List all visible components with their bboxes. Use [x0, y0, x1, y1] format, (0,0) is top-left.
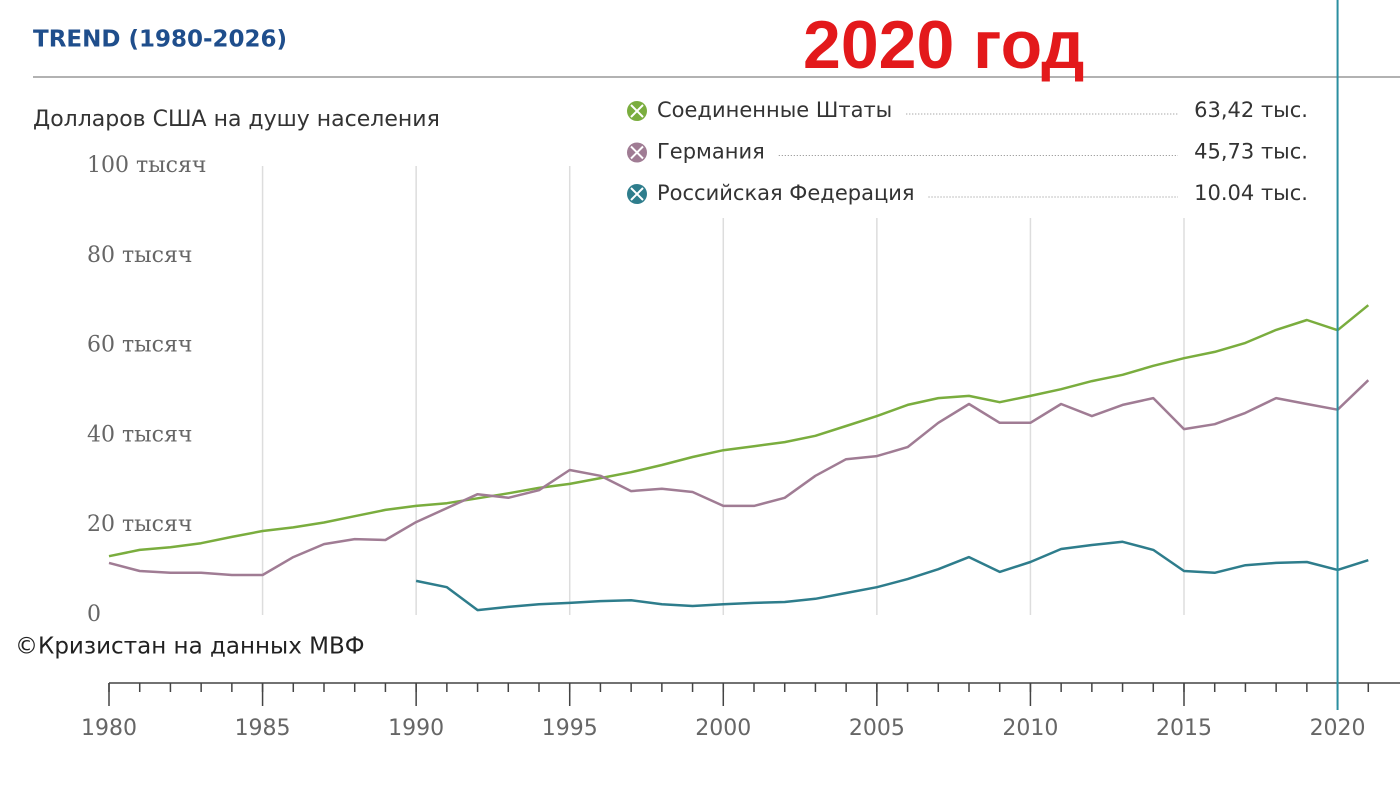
x-tick-label: 1980 [81, 716, 137, 741]
x-tick-label: 2000 [695, 716, 751, 741]
y-tick-label: 40 тысяч [87, 422, 192, 447]
annotation: 2020 год [803, 7, 1084, 83]
x-tick-label: 2015 [1156, 716, 1212, 741]
y-tick-label: 80 тысяч [87, 243, 192, 268]
y-tick-label: 0 [87, 602, 101, 627]
series-line [108, 379, 1370, 577]
legend-label: Российская Федерация [657, 181, 915, 205]
legend-cross [630, 187, 644, 201]
legend-value: 63,42 тыс. [1194, 98, 1308, 122]
x-tick-label: 2010 [1002, 716, 1058, 741]
legend-cross [630, 104, 644, 118]
x-tick-label: 2005 [849, 716, 905, 741]
legend-background [615, 88, 1335, 218]
y-tick-label: 100 тысяч [87, 153, 206, 178]
legend: Соединенные Штаты 63,42 тыс. Германия 45,73… [615, 88, 1335, 218]
source: ©Кризистан на данных МВФ [15, 634, 365, 660]
legend-label: Соединенные Штаты [657, 98, 892, 122]
series-line [415, 540, 1369, 612]
x-tick-label: 1985 [235, 716, 291, 741]
y-tick-label: 20 тысяч [87, 512, 192, 537]
x-tick-label: 2020 [1310, 716, 1366, 741]
legend-label: Германия [657, 140, 765, 164]
legend-value: 10.04 тыс. [1194, 181, 1308, 205]
legend-cross [630, 145, 644, 160]
y-tick-label: 60 тысяч [87, 333, 192, 358]
y-axis-label: Долларов США на душу населения [33, 107, 440, 132]
chart-title: TREND (1980-2026) [33, 27, 287, 53]
x-tick-label: 1990 [388, 716, 444, 741]
x-tick-label: 1995 [542, 716, 598, 741]
legend-value: 45,73 тыс. [1194, 140, 1308, 164]
series-line [108, 304, 1370, 558]
